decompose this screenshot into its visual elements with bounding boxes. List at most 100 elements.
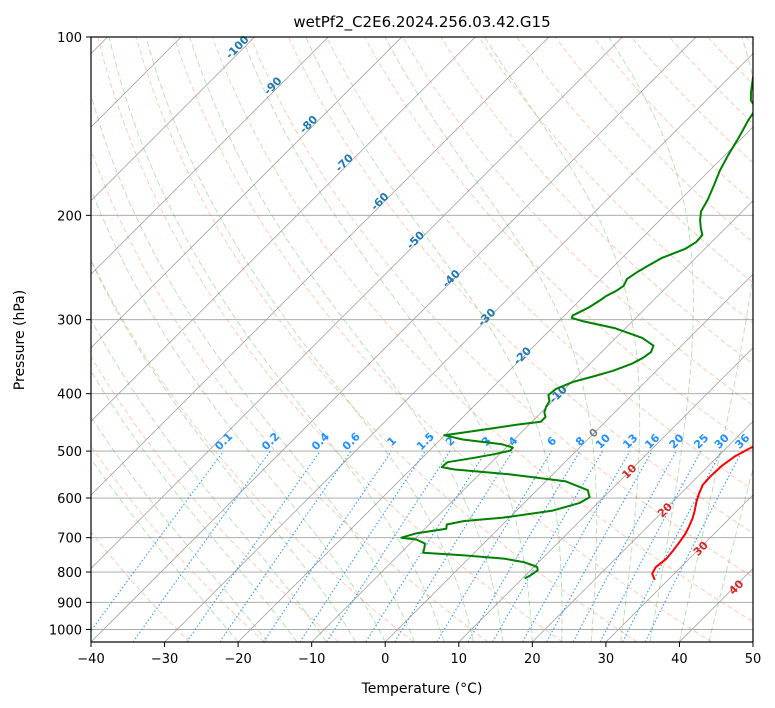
y-tick-label: 300 xyxy=(57,314,82,329)
y-tick-label: 800 xyxy=(57,566,82,581)
chart-title: wetPf2_C2E6.2024.256.03.42.G15 xyxy=(293,13,550,32)
x-tick-label: 30 xyxy=(598,652,615,667)
isotherm-label: 40 xyxy=(726,577,746,597)
isotherm-label: -40 xyxy=(440,267,463,290)
moist-adiabat-line xyxy=(484,37,641,642)
moist-adiabat-line xyxy=(608,37,694,642)
moist-adiabat-line xyxy=(91,259,357,642)
mixing-ratio-label: 1.5 xyxy=(414,430,437,453)
moist-adiabat-line xyxy=(189,37,504,642)
moist-adiabat-line xyxy=(241,37,533,642)
moist-adiabat-line xyxy=(91,93,416,642)
isotherm-line xyxy=(91,37,329,275)
dry-adiabat-line xyxy=(402,37,753,407)
mixing-ratio-label: 0.4 xyxy=(309,430,332,453)
isotherm-label: 30 xyxy=(691,539,711,559)
y-tick-label: 400 xyxy=(57,388,82,403)
isotherm-line xyxy=(311,200,753,642)
moist-adiabat-line xyxy=(91,458,239,642)
dry-adiabat-line xyxy=(91,355,340,642)
isotherm-label: -30 xyxy=(475,305,498,328)
y-tick-label: 700 xyxy=(57,532,82,547)
mixing-ratio-line xyxy=(522,450,631,642)
isotherm-line xyxy=(91,37,550,496)
mixing-ratio-line xyxy=(219,450,352,642)
mixing-ratio-line xyxy=(299,450,426,642)
isotherm-line xyxy=(91,37,623,570)
dry-adiabat-line xyxy=(91,531,191,642)
dry-adiabat-line xyxy=(135,37,638,642)
isotherm-label: -20 xyxy=(511,344,534,367)
mixing-ratio-label: 1 xyxy=(385,434,400,449)
dry-adiabat-line xyxy=(97,37,563,642)
grid-layer xyxy=(91,37,753,642)
plot-frame xyxy=(90,36,754,643)
isotherm-label: -90 xyxy=(261,74,284,97)
moist-adiabat-line xyxy=(91,188,386,642)
dry-adiabat-line xyxy=(173,37,713,642)
y-axis-label: Pressure (hPa) xyxy=(12,290,28,390)
mixing-ratio-line xyxy=(572,450,677,642)
mixing-ratio-label: 16 xyxy=(642,431,662,451)
x-tick-label: −40 xyxy=(77,652,104,667)
isotherm-line xyxy=(91,37,476,422)
mixing-ratio-label: 0.6 xyxy=(340,430,363,453)
mixing-ratio-line xyxy=(492,450,604,642)
mixing-ratio-line xyxy=(467,450,581,642)
x-tick-label: 40 xyxy=(671,652,688,667)
dry-adiabat-line xyxy=(91,445,265,642)
isotherm-line xyxy=(605,494,753,642)
moist-adiabat-line xyxy=(145,37,474,642)
mixing-ratio-label: 13 xyxy=(620,431,640,451)
temperature-profile-line xyxy=(651,445,753,581)
y-tick-label: 600 xyxy=(57,492,82,507)
mixing-ratio-label: 6 xyxy=(545,434,560,449)
mixing-ratio-label: 30 xyxy=(712,431,732,451)
dry-adiabat-line xyxy=(91,258,414,642)
x-axis-label: Temperature (°C) xyxy=(361,681,483,697)
profile-layer xyxy=(400,72,753,581)
dry-adiabat-line xyxy=(440,37,753,365)
isotherm-line xyxy=(91,37,403,349)
x-tick-label: 20 xyxy=(524,652,541,667)
dry-adiabat-line xyxy=(707,37,753,85)
mixing-ratio-line xyxy=(326,450,451,642)
mixing-ratio-line xyxy=(91,450,224,632)
dry-adiabat-line xyxy=(516,37,753,284)
y-tick-label: 1000 xyxy=(49,623,82,638)
mixing-ratio-line xyxy=(132,450,271,642)
mixing-ratio-line xyxy=(436,450,552,642)
isotherm-line xyxy=(458,347,753,642)
dry-adiabat-line xyxy=(592,37,753,204)
isotherm-line xyxy=(752,641,753,642)
moist-adiabat-line xyxy=(91,416,268,642)
moist-adiabat-line xyxy=(108,37,445,642)
isotherm-label: -50 xyxy=(404,228,427,251)
mixing-ratio-label: 0.2 xyxy=(259,430,282,453)
dry-adiabat-line xyxy=(91,148,489,642)
x-tick-label: 10 xyxy=(451,652,468,667)
dry-adiabat-line xyxy=(249,37,753,578)
isotherm-line xyxy=(384,273,753,642)
isotherm-label: -60 xyxy=(368,190,391,213)
y-tick-label: 100 xyxy=(57,31,82,46)
isotherm-label: -80 xyxy=(297,113,320,136)
x-tick-label: 50 xyxy=(745,652,762,667)
x-tick-label: −30 xyxy=(151,652,178,667)
mixing-ratio-line xyxy=(546,450,653,642)
isotherm-line xyxy=(91,37,255,202)
dry-adiabat-line xyxy=(669,37,753,125)
isotherm-line xyxy=(91,37,697,642)
mixing-ratio-label: 8 xyxy=(573,434,588,449)
dry-adiabat-line xyxy=(326,37,753,491)
x-tick-label: 0 xyxy=(381,652,389,667)
mixing-ratio-line xyxy=(263,450,392,642)
dry-adiabat-line xyxy=(211,37,753,623)
dry-adiabat-line xyxy=(554,37,753,244)
y-tick-label: 500 xyxy=(57,445,82,460)
mixing-ratio-label: 0.1 xyxy=(212,430,235,453)
y-tick-label: 200 xyxy=(57,209,82,224)
axis-tick-layer: −40 −30 −20 −10 0 10 20 30 40 5010020030040050060… xyxy=(49,31,761,667)
isotherm-line xyxy=(237,126,753,642)
